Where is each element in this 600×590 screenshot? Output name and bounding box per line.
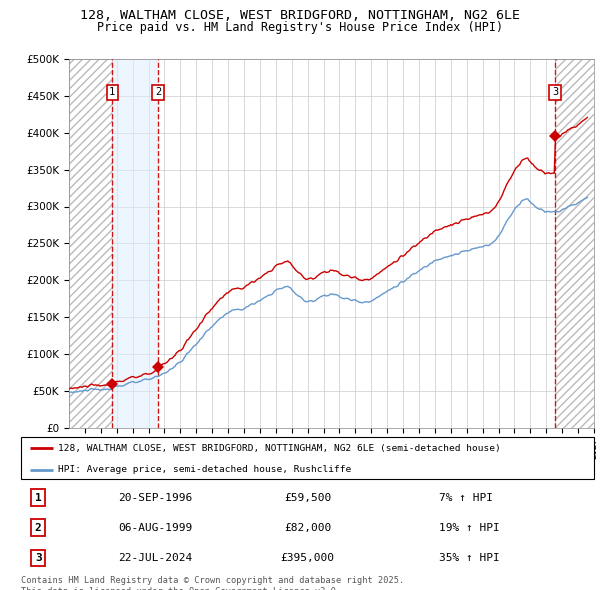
Text: £59,500: £59,500 bbox=[284, 493, 331, 503]
Text: 19% ↑ HPI: 19% ↑ HPI bbox=[439, 523, 500, 533]
Text: 06-AUG-1999: 06-AUG-1999 bbox=[118, 523, 193, 533]
Text: £395,000: £395,000 bbox=[281, 553, 335, 563]
Text: 1: 1 bbox=[35, 493, 41, 503]
Bar bbox=[69, 59, 112, 428]
Bar bbox=[555, 59, 594, 428]
Text: 128, WALTHAM CLOSE, WEST BRIDGFORD, NOTTINGHAM, NG2 6LE: 128, WALTHAM CLOSE, WEST BRIDGFORD, NOTT… bbox=[80, 9, 520, 22]
Text: 1: 1 bbox=[109, 87, 115, 97]
Text: 128, WALTHAM CLOSE, WEST BRIDGFORD, NOTTINGHAM, NG2 6LE (semi-detached house): 128, WALTHAM CLOSE, WEST BRIDGFORD, NOTT… bbox=[58, 444, 501, 453]
Text: Price paid vs. HM Land Registry's House Price Index (HPI): Price paid vs. HM Land Registry's House … bbox=[97, 21, 503, 34]
Text: 2: 2 bbox=[35, 523, 41, 533]
Text: 3: 3 bbox=[552, 87, 559, 97]
Text: 35% ↑ HPI: 35% ↑ HPI bbox=[439, 553, 500, 563]
Text: 2: 2 bbox=[155, 87, 161, 97]
Text: 3: 3 bbox=[35, 553, 41, 563]
Text: 20-SEP-1996: 20-SEP-1996 bbox=[118, 493, 193, 503]
Bar bbox=[112, 59, 158, 428]
Text: 7% ↑ HPI: 7% ↑ HPI bbox=[439, 493, 493, 503]
Text: Contains HM Land Registry data © Crown copyright and database right 2025.
This d: Contains HM Land Registry data © Crown c… bbox=[21, 576, 404, 590]
FancyBboxPatch shape bbox=[21, 437, 594, 479]
Text: HPI: Average price, semi-detached house, Rushcliffe: HPI: Average price, semi-detached house,… bbox=[58, 466, 352, 474]
Text: £82,000: £82,000 bbox=[284, 523, 331, 533]
Text: 22-JUL-2024: 22-JUL-2024 bbox=[118, 553, 193, 563]
